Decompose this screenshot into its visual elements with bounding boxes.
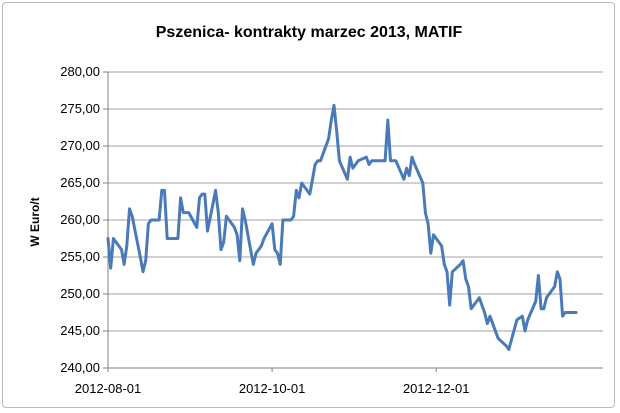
y-tick-label: 280,00 [60, 64, 100, 79]
y-tick-labels: 240,00 245,00 250,00 255,00 260,00 265,00 270,… [60, 64, 100, 375]
y-axis-title: W Euro/t [28, 197, 42, 246]
y-tick-label: 245,00 [60, 323, 100, 338]
series-line [106, 103, 578, 351]
x-tick-label: 2012-10-01 [239, 381, 306, 396]
x-tick-label: 2012-08-01 [75, 381, 142, 396]
x-tick-labels: 2012-08-01 2012-10-01 2012-12-01 [75, 381, 470, 396]
y-tick-label: 260,00 [60, 212, 100, 227]
y-tick-label: 255,00 [60, 249, 100, 264]
y-tick-label: 275,00 [60, 101, 100, 116]
axes [103, 71, 603, 372]
y-tick-label: 265,00 [60, 175, 100, 190]
line-chart: Pszenica- kontrakty marzec 2013, MATIF W… [28, 24, 603, 396]
y-tick-label: 240,00 [60, 360, 100, 375]
chart-title: Pszenica- kontrakty marzec 2013, MATIF [156, 24, 463, 41]
y-tick-label: 250,00 [60, 286, 100, 301]
x-tick-label: 2012-12-01 [403, 381, 470, 396]
y-tick-label: 270,00 [60, 138, 100, 153]
data-series [106, 103, 578, 351]
gridlines [108, 71, 603, 332]
chart-frame: Pszenica- kontrakty marzec 2013, MATIF W… [2, 2, 615, 408]
